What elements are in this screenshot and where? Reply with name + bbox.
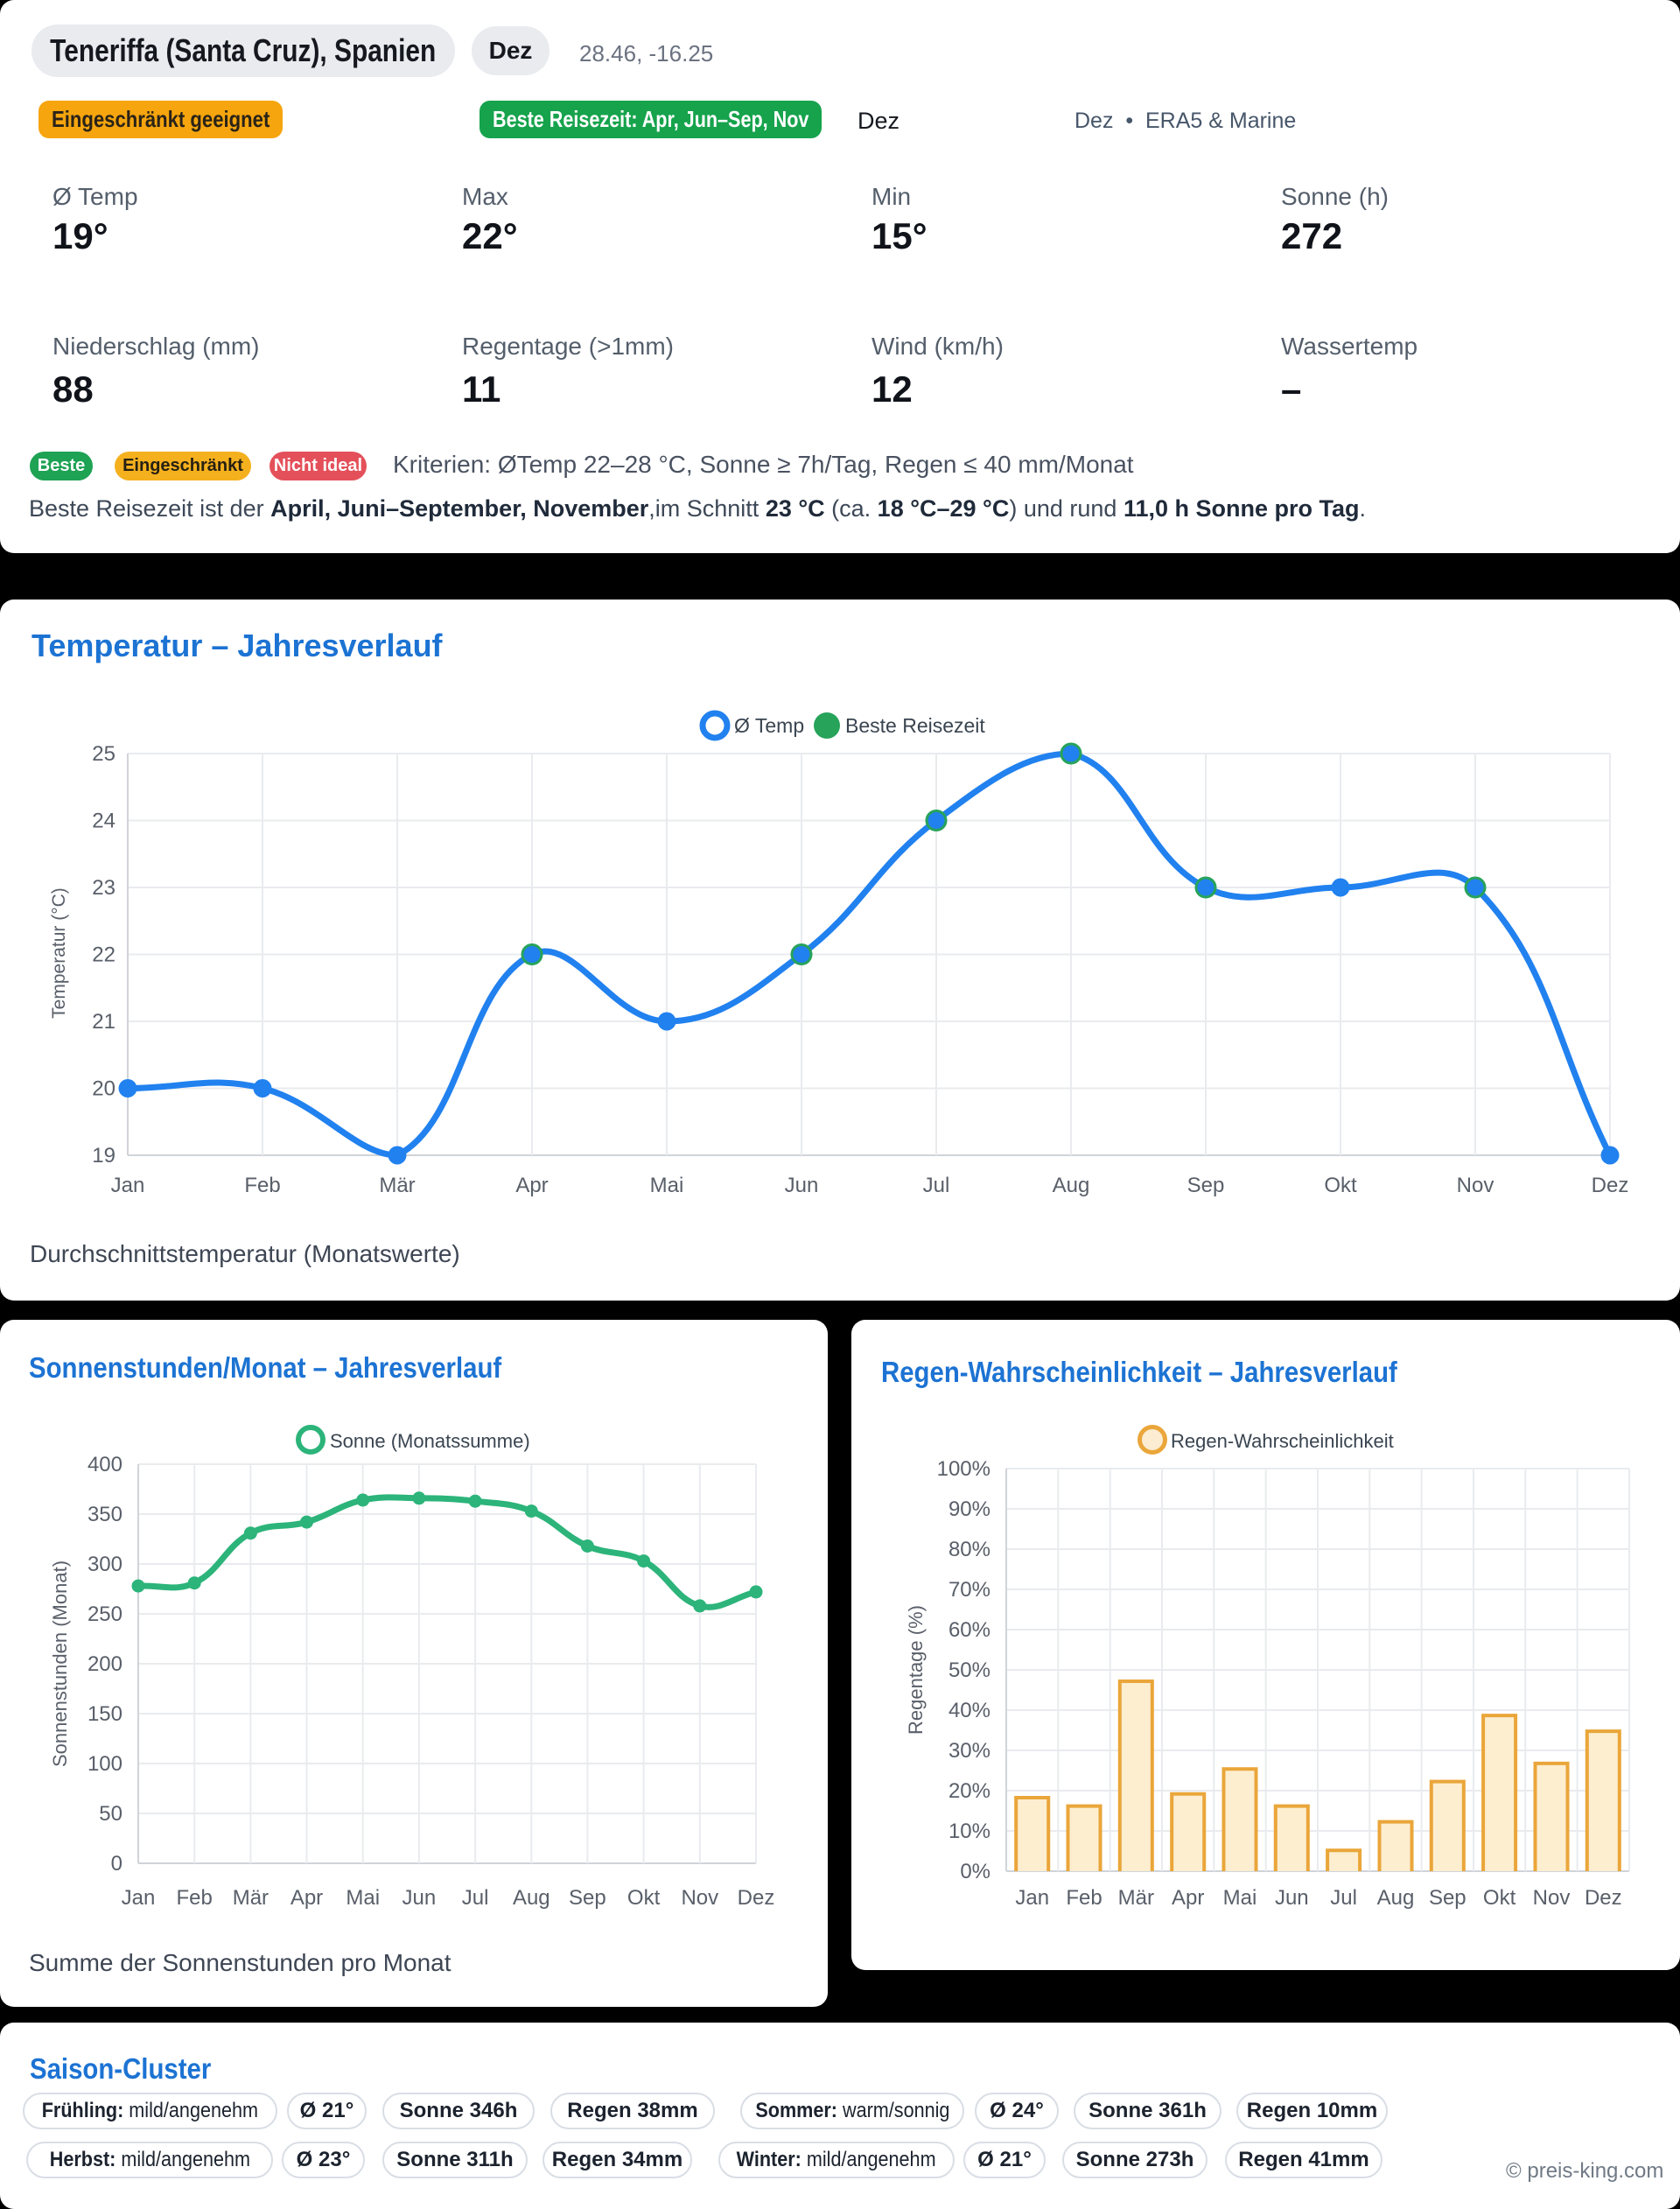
svg-text:100: 100 — [88, 1752, 122, 1776]
svg-text:Mai: Mai — [650, 1174, 684, 1197]
svg-text:Feb: Feb — [244, 1174, 280, 1197]
svg-text:Sep: Sep — [1429, 1886, 1466, 1910]
svg-text:60%: 60% — [948, 1618, 990, 1642]
svg-text:Temperatur (°C): Temperatur (°C) — [49, 887, 69, 1019]
svg-text:250: 250 — [88, 1602, 122, 1626]
svg-text:Aug: Aug — [513, 1886, 550, 1910]
svg-text:Mai: Mai — [346, 1886, 380, 1910]
svg-text:Sep: Sep — [569, 1886, 606, 1910]
svg-text:22: 22 — [92, 943, 116, 967]
svg-text:19: 19 — [92, 1144, 116, 1168]
svg-text:90%: 90% — [948, 1497, 990, 1521]
svg-text:Mär: Mär — [379, 1174, 415, 1197]
svg-text:Nov: Nov — [1533, 1886, 1571, 1910]
svg-text:50%: 50% — [948, 1659, 990, 1682]
svg-text:Okt: Okt — [1324, 1174, 1357, 1197]
svg-text:Apr: Apr — [515, 1174, 548, 1197]
svg-text:Feb: Feb — [1066, 1886, 1102, 1910]
svg-text:20%: 20% — [948, 1779, 990, 1803]
svg-text:0: 0 — [111, 1852, 122, 1876]
svg-text:200: 200 — [88, 1652, 122, 1676]
svg-text:Okt: Okt — [1483, 1886, 1516, 1910]
svg-text:Dez: Dez — [1585, 1886, 1622, 1910]
svg-text:Dez: Dez — [1592, 1174, 1629, 1197]
svg-text:10%: 10% — [948, 1820, 990, 1843]
svg-text:Nov: Nov — [1457, 1174, 1494, 1197]
svg-text:Mär: Mär — [233, 1886, 269, 1910]
svg-text:Jan: Jan — [111, 1174, 145, 1197]
svg-text:Ø Temp: Ø Temp — [734, 714, 804, 737]
svg-text:Dez: Dez — [738, 1886, 775, 1910]
svg-text:40%: 40% — [948, 1699, 990, 1722]
svg-text:70%: 70% — [948, 1578, 990, 1602]
svg-text:Beste Reisezeit: Beste Reisezeit — [845, 714, 985, 737]
svg-text:Nov: Nov — [681, 1886, 718, 1910]
svg-text:Sonne (Monatssumme): Sonne (Monatssumme) — [330, 1430, 530, 1452]
svg-text:Jul: Jul — [923, 1174, 950, 1197]
svg-text:24: 24 — [92, 810, 116, 833]
svg-text:Apr: Apr — [1172, 1886, 1204, 1910]
svg-text:Okt: Okt — [627, 1886, 661, 1910]
svg-text:25: 25 — [92, 742, 116, 766]
svg-text:30%: 30% — [948, 1739, 990, 1763]
svg-text:150: 150 — [88, 1702, 122, 1726]
svg-text:Jun: Jun — [1275, 1886, 1309, 1910]
svg-text:Aug: Aug — [1053, 1174, 1090, 1197]
svg-text:Jan: Jan — [122, 1886, 156, 1910]
svg-text:Mär: Mär — [1118, 1886, 1154, 1910]
svg-text:Feb: Feb — [177, 1886, 213, 1910]
svg-text:50: 50 — [99, 1802, 122, 1826]
svg-text:Jun: Jun — [785, 1174, 819, 1197]
svg-text:Apr: Apr — [290, 1886, 323, 1910]
svg-text:23: 23 — [92, 876, 116, 900]
svg-text:Aug: Aug — [1377, 1886, 1415, 1910]
svg-text:80%: 80% — [948, 1538, 990, 1561]
svg-text:Regen-Wahrscheinlichkeit: Regen-Wahrscheinlichkeit — [1171, 1430, 1394, 1452]
svg-text:100%: 100% — [937, 1457, 990, 1481]
svg-text:350: 350 — [88, 1503, 122, 1526]
svg-text:21: 21 — [92, 1010, 116, 1034]
svg-text:20: 20 — [92, 1077, 116, 1101]
svg-text:Mai: Mai — [1223, 1886, 1257, 1910]
svg-text:Sonnenstunden (Monat): Sonnenstunden (Monat) — [49, 1560, 71, 1767]
svg-text:Jul: Jul — [462, 1886, 489, 1910]
svg-text:300: 300 — [88, 1553, 122, 1576]
svg-text:0%: 0% — [960, 1860, 990, 1883]
svg-text:Jul: Jul — [1330, 1886, 1357, 1910]
svg-text:Jan: Jan — [1015, 1886, 1049, 1910]
svg-text:Jun: Jun — [402, 1886, 437, 1910]
svg-text:Regentage (%): Regentage (%) — [905, 1605, 927, 1735]
svg-text:400: 400 — [88, 1453, 122, 1476]
svg-text:Sep: Sep — [1187, 1174, 1225, 1197]
